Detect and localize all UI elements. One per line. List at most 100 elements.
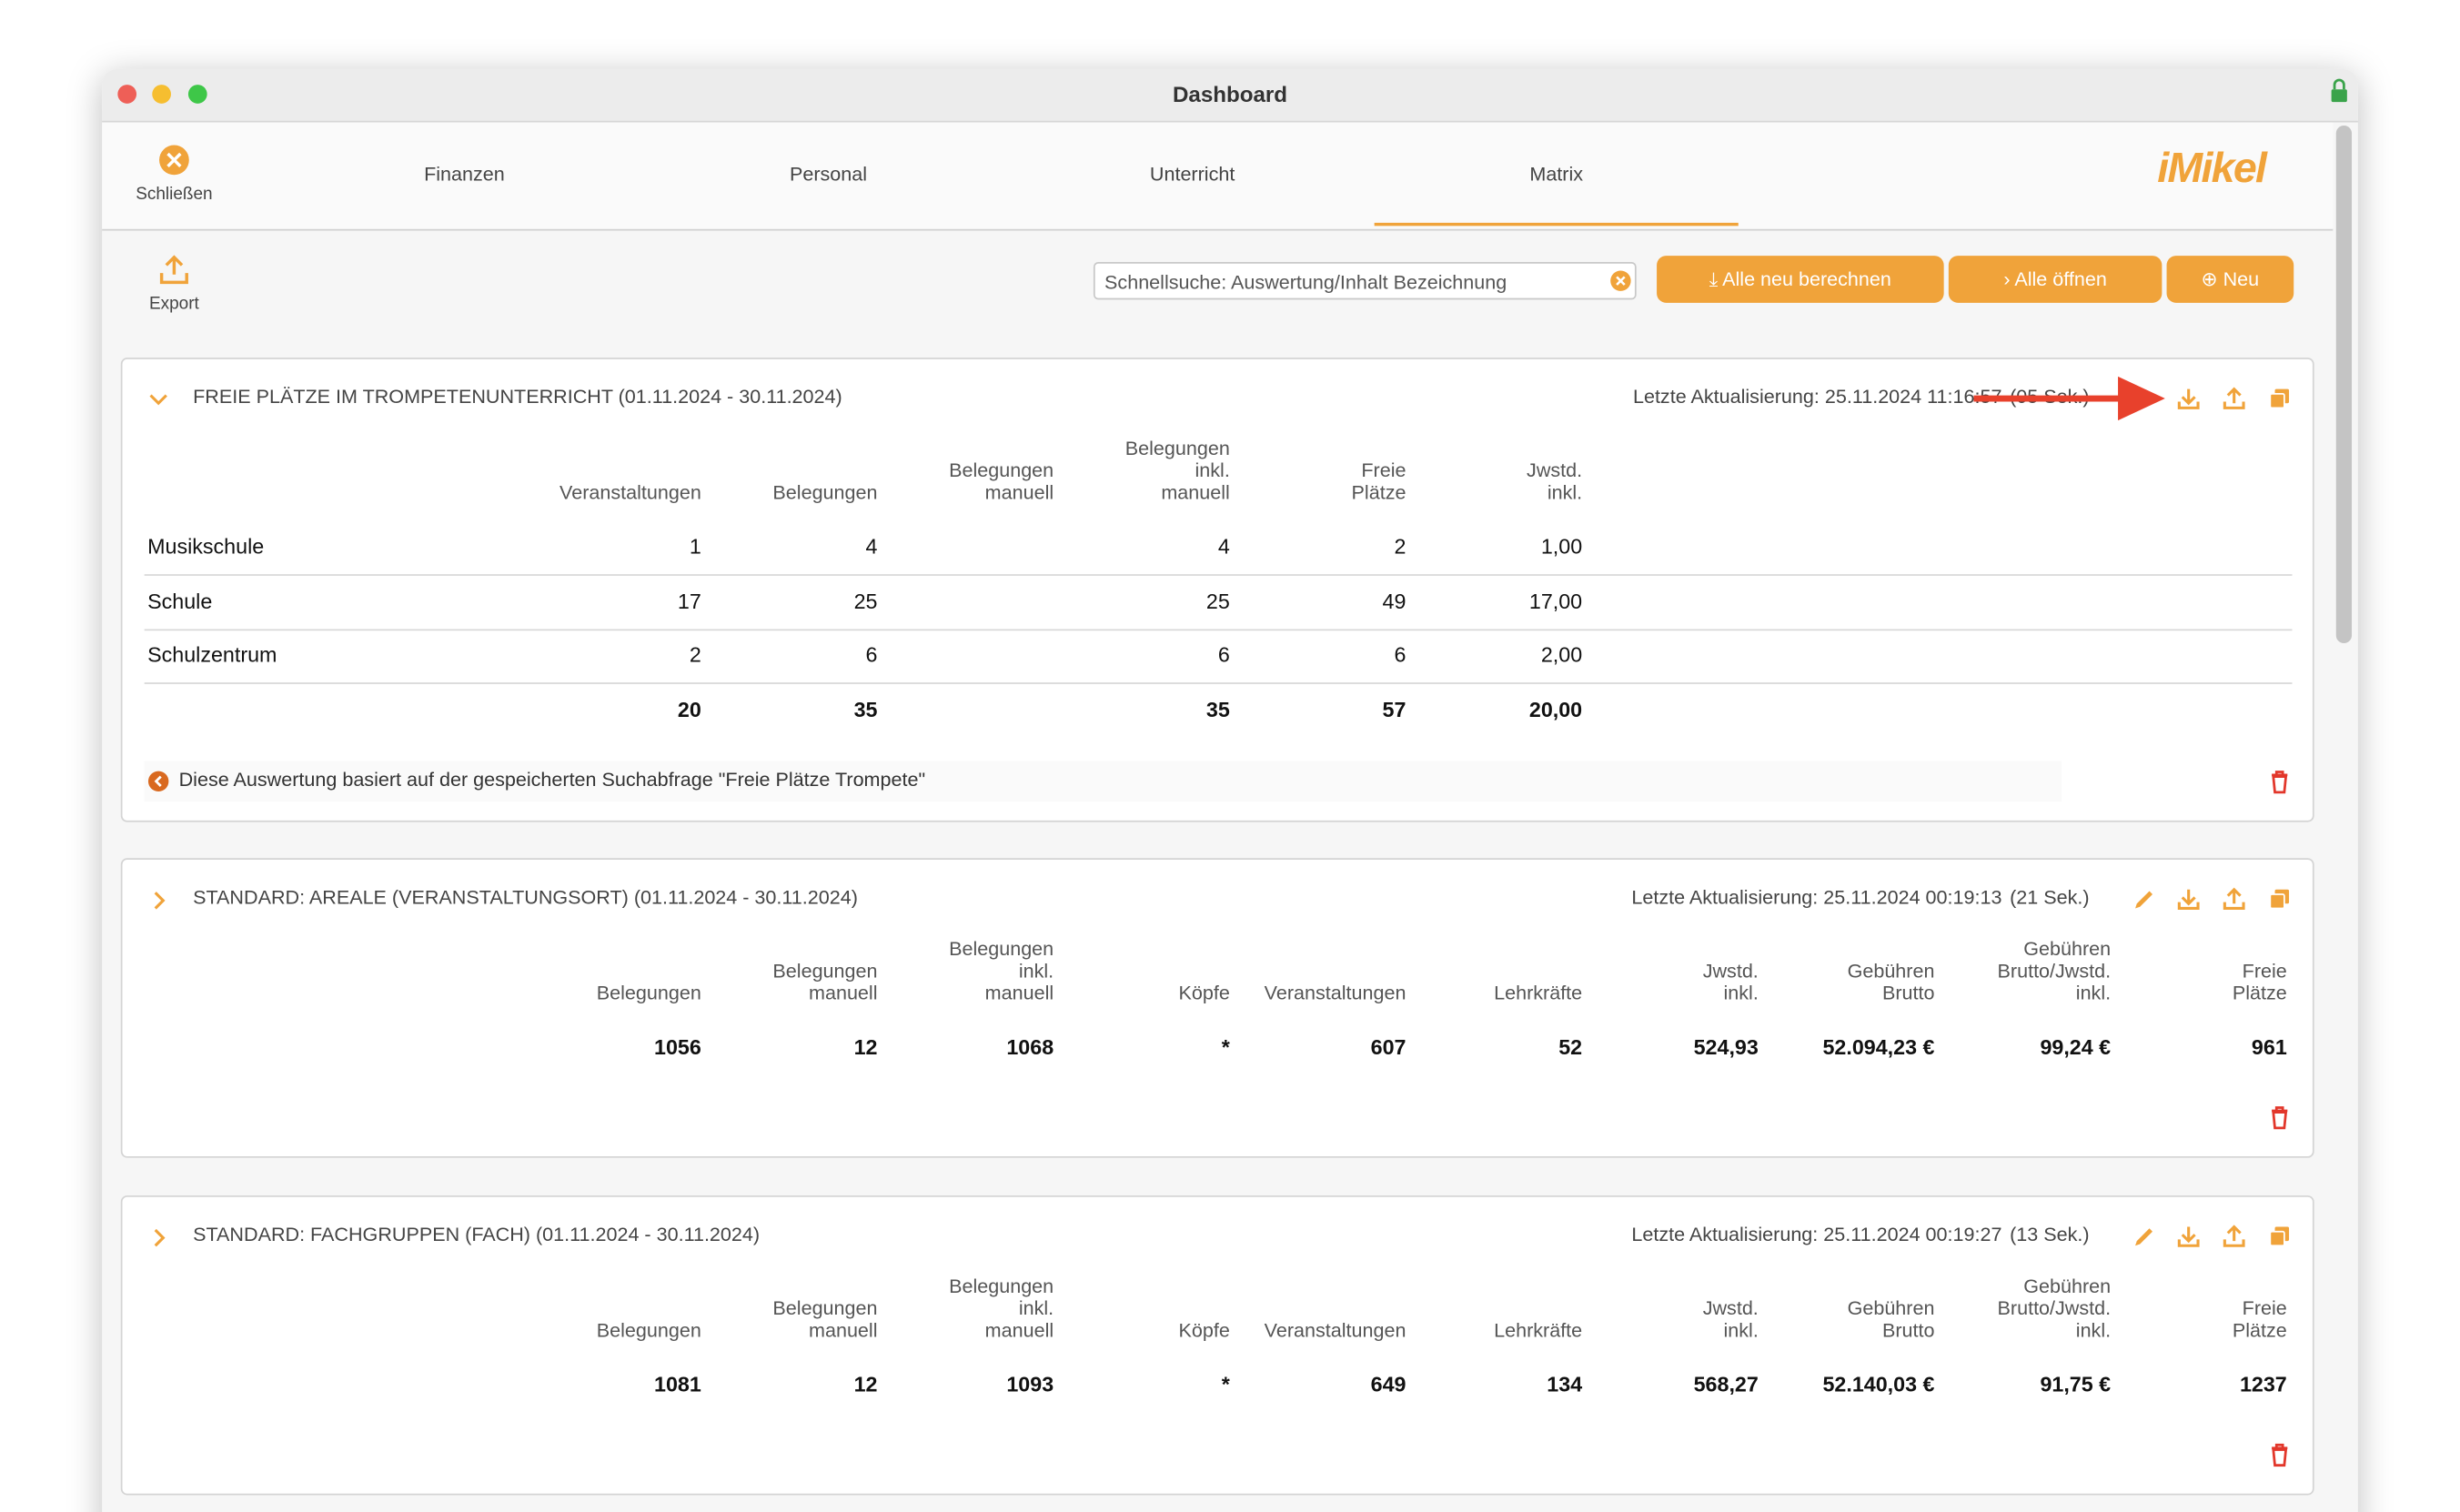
total-cell: 961 (2251, 1035, 2287, 1060)
tab[interactable]: Personal (789, 163, 868, 186)
table-cell: 17,00 (1528, 589, 1583, 613)
button[interactable]: › Alle öffnen (1948, 256, 2163, 303)
trash-icon[interactable] (2267, 1104, 2293, 1130)
column-header: Belegungen inkl. manuell (949, 938, 1054, 1004)
back-icon[interactable] (147, 771, 169, 792)
column-header: Lehrkräfte (1494, 1319, 1583, 1342)
row-label: Schulzentrum (147, 643, 277, 668)
down-icon[interactable] (2176, 886, 2202, 912)
export-label[interactable]: Export (148, 295, 199, 314)
column-header: Gebühren Brutto (1847, 1297, 1935, 1342)
close-label[interactable]: Schließen (136, 185, 213, 205)
column-header: Gebühren Brutto/Jwstd. inkl. (1997, 938, 2112, 1004)
report-title: STANDARD: FACHGRUPPEN (FACH) (01.11.2024… (193, 1224, 761, 1246)
table-cell: 2,00 (1540, 643, 1583, 668)
up-icon[interactable] (2222, 1224, 2247, 1249)
total-cell: 1237 (2239, 1372, 2287, 1396)
column-header: Belegungen manuell (772, 960, 878, 1004)
column-header: Gebühren Brutto (1847, 960, 1935, 1004)
column-header: Belegungen inkl. manuell (1124, 438, 1230, 504)
trash-icon[interactable] (2267, 769, 2293, 794)
column-header: Belegungen inkl. manuell (949, 1275, 1054, 1342)
copy-icon[interactable] (2267, 1224, 2293, 1249)
total-cell: 52 (1558, 1035, 1583, 1060)
button-label: Alle neu berechnen (1722, 267, 1891, 291)
total-cell: 57 (1382, 698, 1406, 722)
column-header: Freie Plätze (1351, 459, 1406, 504)
column-header: Belegungen (596, 982, 701, 1004)
total-cell: 1068 (1006, 1035, 1054, 1060)
scrollbar[interactable] (2335, 125, 2353, 644)
duration: (13 Sek.) (2010, 1224, 2090, 1246)
lock-icon (2331, 78, 2347, 103)
report-panel: STANDARD: AREALE (VERANSTALTUNGSORT) (01… (120, 858, 2314, 1158)
table-cell: 25 (853, 589, 878, 613)
last-update: Letzte Aktualisierung: 25.11.2024 00:19:… (1631, 886, 2002, 909)
total-cell: 12 (853, 1372, 878, 1396)
row-label: Musikschule (147, 535, 265, 559)
up-icon[interactable] (2222, 886, 2247, 912)
table-cell: 49 (1382, 589, 1406, 613)
tab[interactable]: Finanzen (424, 163, 505, 186)
column-header: Gebühren Brutto/Jwstd. inkl. (1997, 1275, 2112, 1342)
total-cell: 52.140,03 € (1822, 1372, 1935, 1396)
button-label: Neu (2223, 267, 2260, 291)
tab-active[interactable]: Matrix (1374, 123, 1739, 227)
column-header: Belegungen manuell (772, 1297, 878, 1342)
total-cell: 12 (853, 1035, 878, 1060)
search-field[interactable]: Schnellsuche: Auswertung/Inhalt Bezeichn… (1093, 261, 1637, 300)
copy-icon[interactable] (2267, 386, 2293, 411)
column-header: Jwstd. inkl. (1527, 459, 1583, 504)
annotation-arrow (1973, 376, 2165, 421)
table-cell: 17 (677, 589, 701, 613)
edit-icon[interactable] (2131, 886, 2156, 912)
total-cell: * (1221, 1372, 1230, 1396)
total-cell: 1093 (1006, 1372, 1054, 1396)
trash-icon[interactable] (2267, 1442, 2293, 1467)
table-cell: 1,00 (1540, 535, 1583, 559)
search-placeholder: Schnellsuche: Auswertung/Inhalt Bezeichn… (1104, 271, 1507, 294)
down-icon[interactable] (2176, 1224, 2202, 1249)
row-separator (144, 682, 2293, 685)
last-update: Letzte Aktualisierung: 25.11.2024 00:19:… (1631, 1224, 2002, 1246)
minimize-dot[interactable] (152, 85, 171, 104)
column-header: Jwstd. inkl. (1702, 960, 1759, 1004)
copy-icon[interactable] (2267, 886, 2293, 912)
total-cell: 20,00 (1528, 698, 1583, 722)
total-cell: 649 (1370, 1372, 1406, 1396)
close-dot[interactable] (117, 85, 137, 104)
column-header: Lehrkräfte (1494, 982, 1583, 1004)
search-clear[interactable] (1609, 270, 1631, 292)
up-icon[interactable] (2222, 386, 2247, 411)
tab[interactable]: Unterricht (1149, 163, 1235, 186)
expand-toggle[interactable] (149, 1228, 168, 1247)
expand-toggle[interactable] (149, 892, 168, 911)
column-header: Jwstd. inkl. (1702, 1297, 1759, 1342)
row-label: Schule (147, 589, 213, 613)
export-icon[interactable] (158, 254, 189, 285)
column-header: Veranstaltungen (560, 481, 701, 504)
column-header: Freie Plätze (2232, 1297, 2287, 1342)
expand-toggle[interactable] (149, 390, 168, 409)
button[interactable]: ⊕ Neu (2166, 256, 2294, 303)
note-bar: Diese Auswertung basiert auf der gespeic… (144, 761, 2062, 802)
total-cell: 1081 (654, 1372, 701, 1396)
column-header: Belegungen manuell (949, 459, 1054, 504)
row-separator (144, 574, 2293, 576)
window: Dashboard Schließen Finanzen Personal Un… (102, 68, 2358, 1512)
button[interactable]: ⤓ Alle neu berechnen (1657, 256, 1944, 303)
column-header: Veranstaltungen (1264, 1319, 1406, 1342)
zoom-dot[interactable] (187, 85, 207, 104)
column-header: Köpfe (1178, 1319, 1230, 1342)
down-icon[interactable] (2176, 386, 2202, 411)
total-cell: 607 (1370, 1035, 1406, 1060)
report-panel: FREIE PLÄTZE IM TROMPETENUNTERRICHT (01.… (120, 358, 2314, 822)
duration: (21 Sek.) (2010, 886, 2090, 909)
report-panel: STANDARD: FACHGRUPPEN (FACH) (01.11.2024… (120, 1195, 2314, 1496)
close-icon[interactable] (158, 145, 189, 176)
table-cell: 1 (689, 535, 701, 559)
edit-icon[interactable] (2131, 1224, 2156, 1249)
table-cell: 6 (1394, 643, 1406, 668)
total-cell: 134 (1547, 1372, 1583, 1396)
